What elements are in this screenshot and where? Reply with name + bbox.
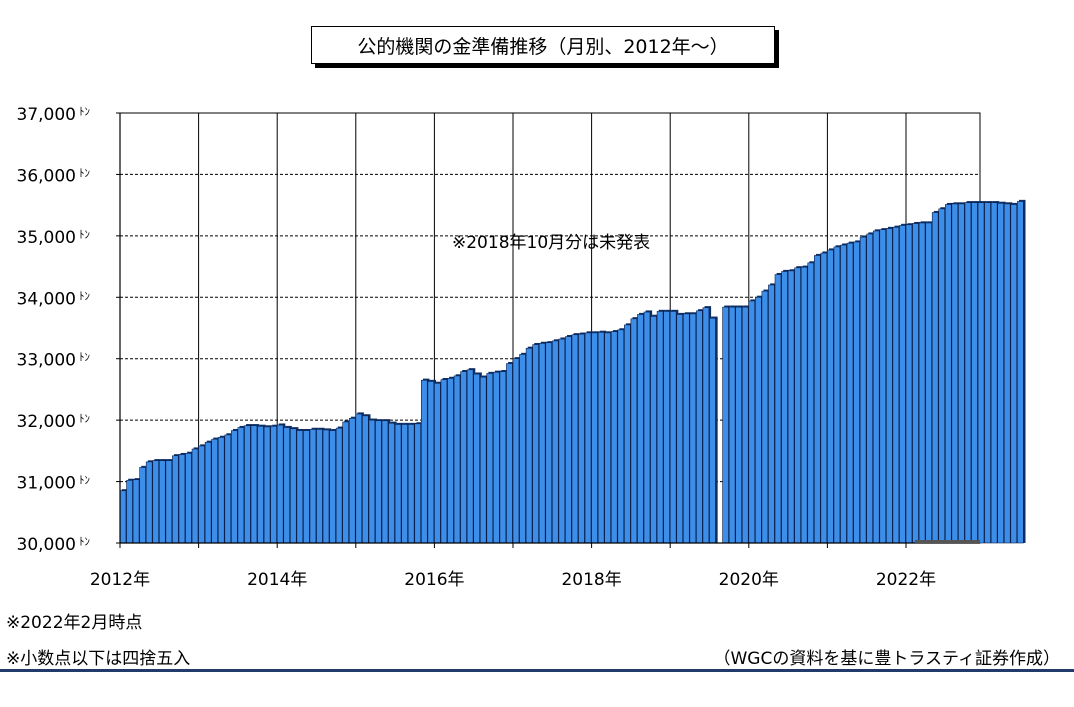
y-unit-label: ﾄﾝ bbox=[79, 166, 90, 179]
bar bbox=[1010, 202, 1019, 544]
bar bbox=[1003, 202, 1013, 544]
rounding-note: ※小数点以下は四捨五入 bbox=[6, 649, 191, 669]
y-unit-label: ﾄﾝ bbox=[79, 412, 90, 425]
bar bbox=[977, 201, 987, 544]
bar bbox=[997, 201, 1006, 544]
bar bbox=[984, 201, 993, 544]
axes bbox=[119, 113, 980, 544]
y-tick-label: 32,000 bbox=[17, 412, 76, 432]
y-tick-label: 37,000 bbox=[17, 105, 76, 125]
y-tick-label: 35,000 bbox=[17, 228, 76, 248]
x-tick-label: 2012年 bbox=[90, 570, 150, 590]
x-tick-label: 2016年 bbox=[404, 570, 464, 590]
chart-title: 公的機関の金準備推移（月別、2012年〜） bbox=[311, 26, 775, 64]
bar bbox=[709, 316, 718, 544]
x-tick-label: 2014年 bbox=[247, 570, 307, 590]
y-tick-label: 33,000 bbox=[17, 351, 76, 371]
y-unit-label: ﾄﾝ bbox=[79, 289, 90, 302]
bar bbox=[1017, 199, 1026, 544]
y-unit-label: ﾄﾝ bbox=[79, 105, 90, 118]
x-tick-label: 2022年 bbox=[876, 570, 936, 590]
y-tick-label: 36,000 bbox=[17, 166, 76, 186]
bar-series bbox=[119, 199, 1026, 544]
bottom-divider bbox=[0, 669, 1074, 672]
y-unit-label: ﾄﾝ bbox=[79, 474, 90, 487]
y-unit-label: ﾄﾝ bbox=[79, 351, 90, 364]
y-tick-label: 31,000 bbox=[17, 474, 76, 494]
x-axis-ticks: 2012年 2014年 2016年 2018年 2020年 2022年 bbox=[90, 543, 936, 590]
y-tick-label: 34,000 bbox=[17, 289, 76, 309]
y-unit-label: ﾄﾝ bbox=[79, 228, 90, 241]
as-of-note: ※2022年2月時点 bbox=[6, 613, 143, 633]
chart-annotation: ※2018年10月分は未発表 bbox=[452, 233, 650, 253]
y-unit-label: ﾄﾝ bbox=[79, 535, 90, 548]
source-note: （WGCの資料を基に豊トラスティ証券作成） bbox=[713, 649, 1061, 669]
x-tick-label: 2018年 bbox=[561, 570, 621, 590]
floor-shadow bbox=[915, 540, 980, 543]
x-tick-label: 2020年 bbox=[719, 570, 779, 590]
bar bbox=[990, 201, 1000, 544]
y-tick-label: 30,000 bbox=[17, 535, 76, 555]
